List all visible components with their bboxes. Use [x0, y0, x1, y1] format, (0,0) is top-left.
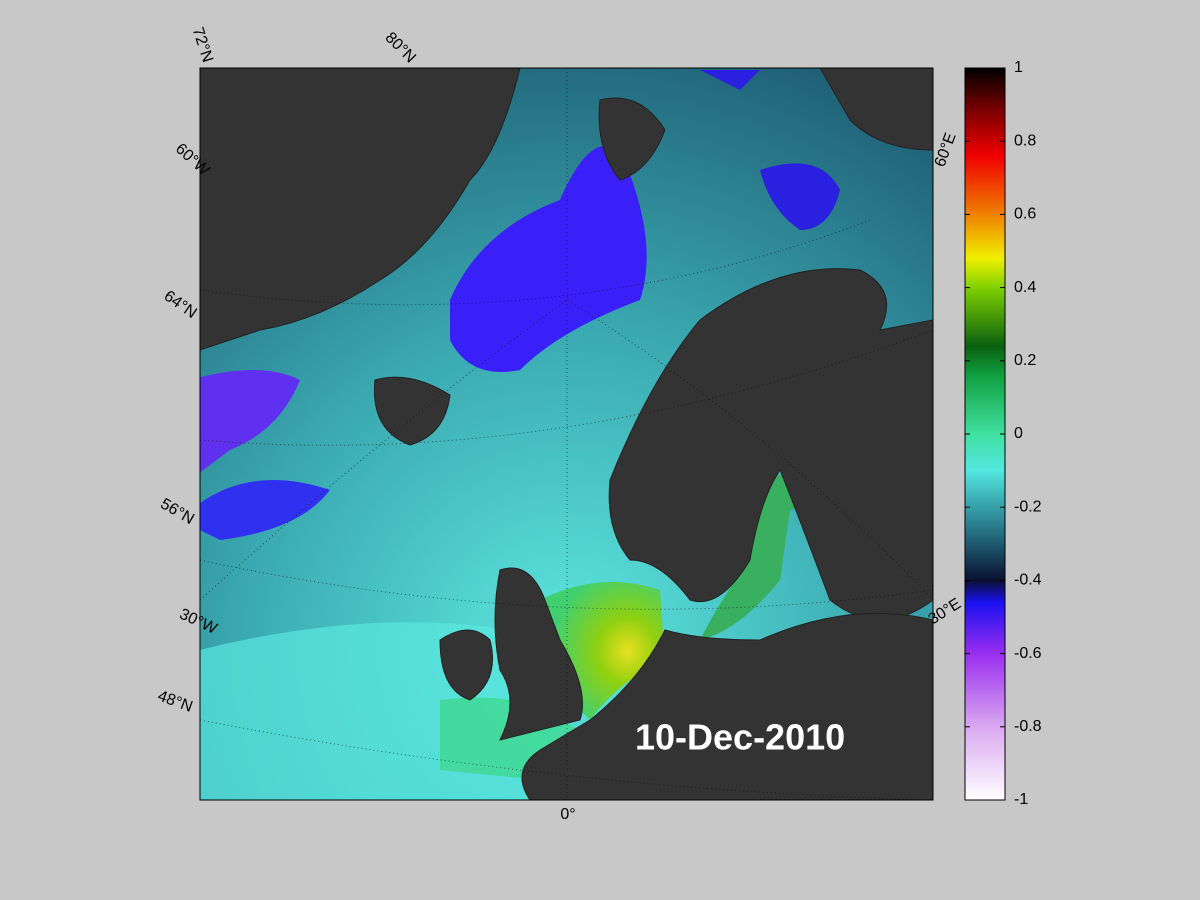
colorbar-tick-label: -0.6 — [1014, 645, 1042, 662]
colorbar-tick-label: 0.6 — [1014, 206, 1036, 223]
colorbar-tick-label: 0.2 — [1014, 352, 1036, 369]
date-label: 10-Dec-2010 — [635, 717, 845, 758]
graticule-label: 72°N — [189, 25, 216, 64]
colorbar-tick-label: 0 — [1014, 425, 1023, 442]
colorbar-tick-label: -0.8 — [1014, 718, 1042, 735]
graticule-label: 64°N — [161, 288, 200, 322]
colorbar-tick-label: 0.8 — [1014, 132, 1036, 149]
colorbar-axis: -1 -0.8 -0.6 -0.4 -0.2 0 0.2 0.4 0.6 0.8 1 — [965, 59, 1042, 808]
map — [200, 68, 933, 800]
colorbar-tick-label: -0.2 — [1014, 498, 1042, 515]
colorbar-tick-label: -0.4 — [1014, 572, 1042, 589]
colorbar-tick-label: 0.4 — [1014, 279, 1036, 296]
graticule-label: 48°N — [155, 688, 194, 716]
map-frame — [199, 67, 934, 801]
colorbar — [964, 67, 1006, 801]
graticule-label: 56°N — [157, 495, 196, 528]
graticule-label: 0° — [560, 806, 575, 823]
colorbar-tick-label: -1 — [1014, 791, 1028, 808]
colorbar-tick-label: 1 — [1014, 59, 1023, 76]
graticule-label: 80°N — [382, 29, 419, 66]
graticule-label: 60°E — [932, 131, 960, 170]
